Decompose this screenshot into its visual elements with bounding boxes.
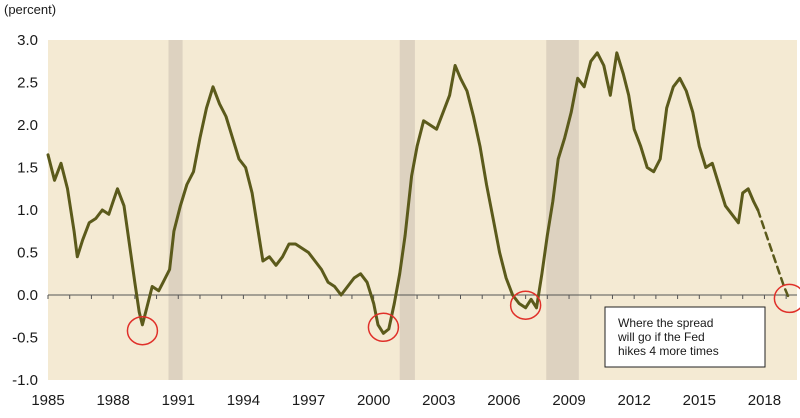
annotation-line: Where the spread [618, 316, 713, 330]
inversion-marker-circle [773, 283, 800, 314]
annotation-line: hikes 4 more times [618, 344, 719, 358]
x-axis-tick-labels: 1985 1988 1991 1994 1997 2000 2003 2006 2009 2012… [31, 392, 781, 409]
inversion-marker-circle [509, 290, 542, 320]
annotation-box [604, 306, 766, 368]
yield-spread-line [46, 51, 760, 335]
annotation-layer: Where the spread will go if the Fed hikes … [604, 306, 766, 368]
x-tick-label: 1988 [96, 392, 129, 409]
marker-layer [126, 283, 800, 346]
annotation-line: will go if the Fed [617, 330, 705, 344]
x-tick-label: 1985 [31, 392, 64, 409]
y-tick-label: 0.5 [17, 245, 38, 262]
x-tick-label: 2006 [487, 392, 520, 409]
x-axis-tick-marks [47, 295, 787, 299]
y-tick-label: 1.5 [17, 160, 38, 177]
x-tick-label: 2015 [683, 392, 716, 409]
x-tick-label: 1994 [227, 392, 260, 409]
y-axis-unit-label: (percent) [4, 2, 56, 17]
y-tick-label: 3.0 [17, 32, 38, 49]
inversion-marker-circle [126, 315, 159, 346]
x-tick-label: 1991 [162, 392, 195, 409]
x-tick-label: 2000 [357, 392, 390, 409]
y-tick-label: 0.0 [17, 287, 38, 304]
x-tick-label: 2018 [748, 392, 781, 409]
y-tick-label: 2.0 [17, 117, 38, 134]
x-tick-label: 2009 [552, 392, 585, 409]
y-tick-label: 2.5 [17, 75, 38, 92]
x-tick-label: 1997 [292, 392, 325, 409]
y-axis-tick-labels: 3.0 2.5 2.0 1.5 1.0 0.5 0.0 -0.5 -1.0 [12, 32, 38, 389]
series-layer [46, 51, 791, 335]
projected-spread-line [756, 208, 791, 301]
x-tick-label: 2003 [422, 392, 455, 409]
y-tick-label: -0.5 [12, 330, 38, 347]
y-tick-label: -1.0 [12, 372, 38, 389]
inversion-marker-circle [367, 312, 400, 343]
annotation-text: Where the spread will go if the Fed hikes … [617, 316, 719, 358]
y-tick-label: 1.0 [17, 202, 38, 219]
x-tick-label: 2012 [617, 392, 650, 409]
